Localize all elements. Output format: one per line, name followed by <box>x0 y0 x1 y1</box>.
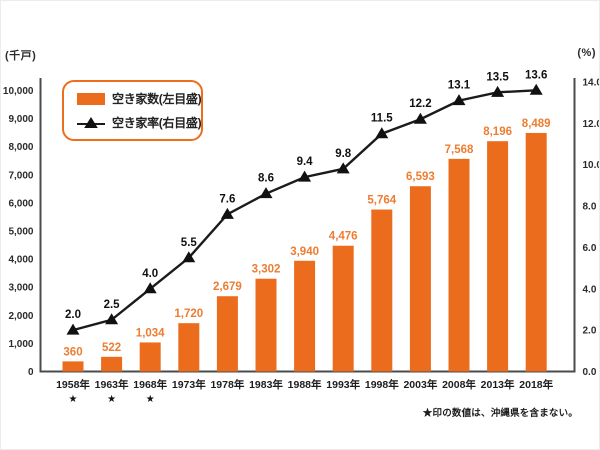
vacancy-rate-value-label: 4.0 <box>142 268 158 280</box>
legend-box: 空き家数(左目盛) 空き家率(右目盛) <box>62 80 203 141</box>
vacant-houses-value-label: 8,196 <box>483 126 512 138</box>
year-label: 2003年 <box>403 378 437 391</box>
year-label: 1998年 <box>365 378 399 391</box>
vacant-houses-bar <box>409 186 431 372</box>
vacant-houses-bar <box>62 361 84 372</box>
vacant-houses-bar <box>448 158 470 372</box>
right-tick-label: 14.0 <box>583 78 600 89</box>
vacancy-rate-value-label: 12.2 <box>409 98 431 110</box>
vacant-houses-value-label: 7,568 <box>445 144 474 156</box>
left-tick-label: 1,000 <box>8 339 33 350</box>
vacant-houses-value-label: 8,489 <box>522 118 551 130</box>
year-label: 1988年 <box>288 378 322 391</box>
vacancy-rate-value-label: 13.5 <box>486 71 509 83</box>
vacancy-rate-point-marker <box>143 282 157 294</box>
year-label: 1963年 <box>95 378 129 391</box>
left-tick-label: 7,000 <box>8 170 33 181</box>
vacancy-rate-value-label: 5.5 <box>181 237 198 249</box>
vacancy-rate-value-label: 13.1 <box>448 80 471 92</box>
left-tick-label: 6,000 <box>8 198 33 209</box>
vacancy-rate-value-label: 2.5 <box>104 299 121 311</box>
year-label: 1968年 <box>133 378 167 391</box>
left-tick-label: 8,000 <box>8 142 33 153</box>
year-label: 1993年 <box>326 378 360 391</box>
left-tick-label: 5,000 <box>8 227 33 238</box>
line-series-marker-icon <box>77 116 105 128</box>
vacancy-rate-value-label: 7.6 <box>219 193 235 205</box>
vacant-houses-bar <box>294 260 316 372</box>
vacancy-rate-point-marker <box>259 187 273 199</box>
vacant-houses-value-label: 3,940 <box>290 246 319 258</box>
year-label: 2013年 <box>481 378 515 391</box>
year-label: 2008年 <box>442 378 476 391</box>
left-tick-label: 3,000 <box>8 283 33 294</box>
bar-series-swatch <box>77 92 105 105</box>
vacancy-rate-point-marker <box>298 170 312 182</box>
year-label: 1978年 <box>210 378 244 391</box>
vacant-houses-bar <box>525 132 547 372</box>
left-tick-label: 9,000 <box>8 114 33 125</box>
right-tick-label: 2.0 <box>583 326 597 337</box>
left-axis-unit-label: (千戸) <box>5 50 37 62</box>
year-label: 1958年 <box>56 378 90 391</box>
vacancy-rate-point-marker <box>105 313 119 325</box>
right-tick-label: 10.0 <box>583 160 600 171</box>
legend-row-vacancy-rate: 空き家率(右目盛) <box>77 114 202 131</box>
star-marker: ★ <box>107 394 116 405</box>
line-series-label: 空き家率(右目盛) <box>112 116 202 130</box>
vacant-houses-bar <box>371 209 393 372</box>
vacancy-rate-point-marker <box>66 323 80 335</box>
vacant-houses-bar <box>332 245 354 372</box>
vacant-houses-value-label: 1,034 <box>136 327 165 339</box>
left-tick-label: 2,000 <box>8 311 33 322</box>
vacant-houses-value-label: 4,476 <box>329 231 358 243</box>
right-tick-label: 0.0 <box>583 367 597 378</box>
vacant-houses-bar <box>255 278 277 372</box>
year-label: 1973年 <box>172 378 206 391</box>
legend-row-vacant-houses: 空き家数(左目盛) <box>77 90 202 107</box>
vacant-houses-value-label: 1,720 <box>174 308 203 320</box>
vacant-houses-value-label: 5,764 <box>367 195 396 207</box>
right-tick-label: 12.0 <box>583 119 600 130</box>
vacant-houses-value-label: 3,302 <box>252 264 281 276</box>
vacancy-rate-point-marker <box>413 112 427 124</box>
vacant-houses-bar <box>216 296 238 372</box>
vacancy-rate-value-label: 9.8 <box>335 148 352 160</box>
footnote-okinawa-note: ★印の数値は、沖縄県を含まない。 <box>422 408 578 419</box>
right-tick-label: 8.0 <box>583 202 597 213</box>
right-tick-label: 6.0 <box>583 243 597 254</box>
left-tick-label: 10,000 <box>3 86 34 97</box>
left-tick-label: 0 <box>28 367 34 378</box>
vacancy-rate-point-marker <box>220 207 234 219</box>
right-axis-unit-label: (%) <box>577 47 596 59</box>
vacant-houses-bar <box>139 342 161 372</box>
vacant-houses-value-label: 6,593 <box>406 171 435 183</box>
bar-series-label: 空き家数(左目盛) <box>112 92 202 106</box>
vacancy-rate-value-label: 11.5 <box>371 113 393 125</box>
year-label: 2018年 <box>519 378 553 391</box>
vacant-houses-value-label: 522 <box>102 342 121 354</box>
vacancy-rate-value-label: 8.6 <box>258 173 274 185</box>
vacancy-rate-point-marker <box>336 162 350 174</box>
vacancy-rate-value-label: 9.4 <box>297 156 314 168</box>
left-tick-label: 4,000 <box>8 255 33 266</box>
vacancy-rate-point-marker <box>491 85 505 97</box>
star-marker: ★ <box>146 394 155 405</box>
vacant-houses-bar <box>101 356 123 372</box>
vacant-houses-value-label: 360 <box>63 346 82 358</box>
year-label: 1983年 <box>249 378 283 391</box>
vacant-houses-bar <box>487 141 509 372</box>
vacant-houses-bar <box>178 323 200 372</box>
vacancy-rate-value-label: 2.0 <box>65 309 81 321</box>
right-tick-label: 4.0 <box>583 284 597 295</box>
vacancy-rate-value-label: 13.6 <box>525 69 547 81</box>
vacancy-rate-point-marker <box>452 94 466 106</box>
vacancy-rate-point-marker <box>529 83 543 95</box>
vacancy-rate-point-marker <box>375 127 389 139</box>
vacant-houses-value-label: 2,679 <box>213 281 242 293</box>
star-marker: ★ <box>69 394 78 405</box>
vacancy-rate-point-marker <box>182 251 196 263</box>
